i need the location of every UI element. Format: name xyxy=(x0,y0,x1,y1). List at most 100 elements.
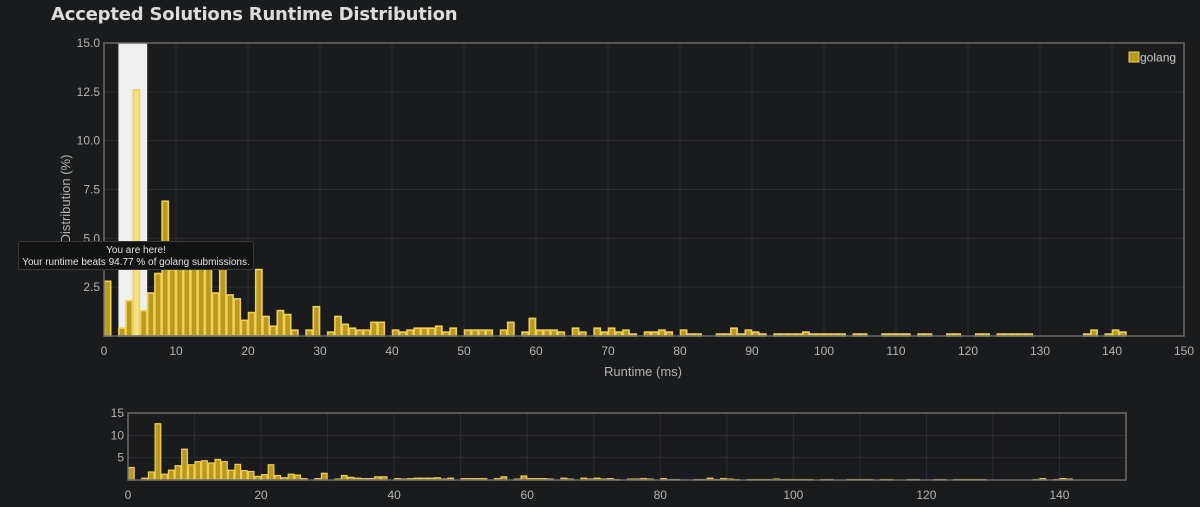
main-bar[interactable] xyxy=(334,315,342,337)
main-bar[interactable] xyxy=(103,280,112,337)
main-bar[interactable] xyxy=(254,268,263,337)
nav-bar[interactable] xyxy=(154,423,162,481)
main-bar[interactable] xyxy=(434,325,443,337)
main-bar[interactable] xyxy=(305,329,314,337)
nav-y-tick: 5 xyxy=(117,451,124,465)
main-bar[interactable] xyxy=(139,309,148,337)
main-bar[interactable] xyxy=(362,329,371,337)
nav-bar[interactable] xyxy=(181,448,188,481)
main-bar[interactable] xyxy=(463,329,472,337)
main-bar[interactable] xyxy=(535,329,544,337)
main-bar[interactable] xyxy=(679,329,688,337)
main-bar[interactable] xyxy=(485,329,494,337)
main-bar[interactable] xyxy=(377,321,386,337)
nav-x-tick: 80 xyxy=(654,488,668,502)
main-bar[interactable] xyxy=(420,327,429,337)
main-bar[interactable] xyxy=(744,329,753,337)
main-bar[interactable] xyxy=(168,268,177,337)
nav-x-tick: 20 xyxy=(254,488,268,502)
main-bar[interactable] xyxy=(413,327,422,337)
main-bar[interactable] xyxy=(154,272,162,337)
nav-bar[interactable] xyxy=(214,458,222,481)
main-bar[interactable] xyxy=(341,323,350,337)
main-bar[interactable] xyxy=(290,329,299,337)
main-bar[interactable] xyxy=(240,319,249,337)
nav-x-tick: 120 xyxy=(916,488,936,502)
nav-bar[interactable] xyxy=(194,461,202,481)
main-bar[interactable] xyxy=(247,311,256,337)
bar-current-runtime[interactable] xyxy=(132,89,141,337)
main-y-tick: 2.5 xyxy=(83,280,100,294)
main-bar[interactable] xyxy=(118,327,126,337)
main-bar[interactable] xyxy=(406,329,414,337)
nav-bar[interactable] xyxy=(247,470,255,481)
runtime-tooltip: You are here! Your runtime beats 94.77 %… xyxy=(18,241,254,270)
tooltip-line2: Your runtime beats 94.77 % of golang sub… xyxy=(22,257,250,268)
main-y-tick: 15.0 xyxy=(77,36,101,50)
main-bar[interactable] xyxy=(1090,329,1098,337)
nav-bar[interactable] xyxy=(147,471,155,481)
nav-bar[interactable] xyxy=(167,469,175,481)
legend-label: golang xyxy=(1140,51,1176,65)
main-bar[interactable] xyxy=(211,292,220,337)
nav-x-tick: 40 xyxy=(387,488,401,502)
main-x-tick: 20 xyxy=(241,344,255,358)
nav-bar[interactable] xyxy=(267,464,275,481)
main-x-tick: 90 xyxy=(745,344,759,358)
nav-bar[interactable] xyxy=(127,466,135,481)
main-bar[interactable] xyxy=(190,260,198,337)
main-bar[interactable] xyxy=(470,329,479,337)
main-bar[interactable] xyxy=(571,327,580,337)
nav-bar[interactable] xyxy=(227,469,235,481)
main-bar[interactable] xyxy=(348,327,357,337)
main-x-tick: 80 xyxy=(673,344,687,358)
main-bar[interactable] xyxy=(542,329,551,337)
nav-bar[interactable] xyxy=(207,462,215,481)
nav-bar[interactable] xyxy=(260,474,268,481)
main-bar[interactable] xyxy=(276,309,285,337)
main-bar[interactable] xyxy=(499,329,508,337)
main-bar[interactable] xyxy=(449,327,458,337)
nav-bar[interactable] xyxy=(287,473,295,481)
nav-bar[interactable] xyxy=(241,470,248,481)
main-bar[interactable] xyxy=(506,321,515,337)
main-bar[interactable] xyxy=(658,329,666,337)
main-x-tick: 130 xyxy=(1030,344,1050,358)
main-y-tick: 7.5 xyxy=(83,183,100,197)
main-x-tick: 60 xyxy=(529,344,543,358)
nav-bar[interactable] xyxy=(187,464,195,481)
main-bar[interactable] xyxy=(550,329,558,337)
main-bar[interactable] xyxy=(607,327,616,337)
main-bar[interactable] xyxy=(478,329,486,337)
main-bar[interactable] xyxy=(622,329,630,337)
nav-bar[interactable] xyxy=(221,461,228,481)
nav-bar[interactable] xyxy=(174,465,182,481)
main-bar[interactable] xyxy=(391,329,400,337)
main-bar[interactable] xyxy=(146,292,155,337)
tooltip-line1: You are here! xyxy=(106,245,166,256)
main-bar[interactable] xyxy=(226,294,234,337)
nav-bar[interactable] xyxy=(161,473,169,481)
main-bar[interactable] xyxy=(218,266,227,337)
main-bar[interactable] xyxy=(312,305,321,337)
main-bar[interactable] xyxy=(355,329,364,337)
main-bar[interactable] xyxy=(427,327,436,337)
main-bar[interactable] xyxy=(528,317,537,337)
main-bar[interactable] xyxy=(233,298,242,337)
nav-bar[interactable] xyxy=(320,472,328,481)
main-bar[interactable] xyxy=(283,313,292,337)
nav-bar[interactable] xyxy=(234,463,242,481)
main-frame xyxy=(103,42,1185,337)
main-bar[interactable] xyxy=(1111,329,1120,337)
main-bar[interactable] xyxy=(730,327,738,337)
main-bar[interactable] xyxy=(593,327,602,337)
legend-swatch[interactable] xyxy=(1128,51,1140,63)
main-bar[interactable] xyxy=(269,325,278,337)
y-axis-title: Distribution (%) xyxy=(58,155,73,244)
main-bar[interactable] xyxy=(370,321,378,337)
main-x-tick: 70 xyxy=(601,344,615,358)
nav-bar[interactable] xyxy=(201,460,208,481)
main-bar[interactable] xyxy=(125,300,134,337)
main-y-tick: 12.5 xyxy=(77,85,101,99)
main-bar[interactable] xyxy=(262,315,270,337)
